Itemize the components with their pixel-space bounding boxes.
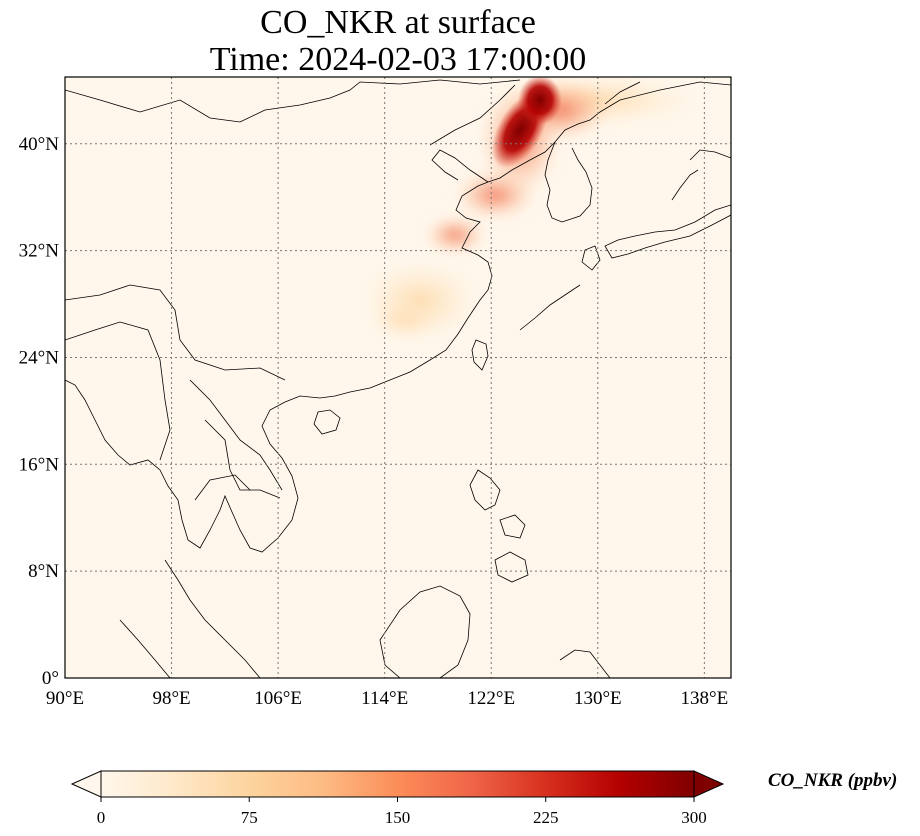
longitude-tick-labels: 90°E 98°E 106°E 114°E 122°E 130°E 138°E (46, 688, 728, 709)
interior-border-1 (65, 284, 286, 381)
longitude-tick-label: 138°E (681, 688, 729, 709)
latitude-tick-label: 32°N (19, 241, 60, 262)
colorbar-tick-label: 225 (533, 808, 559, 827)
northern-border-2 (429, 84, 516, 146)
concentration-field-background (65, 77, 731, 678)
map-frame (64, 76, 732, 679)
colorbar: 0 75 150 225 300 (70, 770, 725, 827)
longitude-tick-label: 122°E (467, 688, 515, 709)
interior-border-4 (204, 419, 281, 499)
colorbar-min-extend-arrow (70, 770, 102, 798)
coastlines-and-borders (65, 79, 731, 678)
mainland-se-asia-coast (65, 379, 299, 553)
new-guinea (559, 649, 611, 678)
china-mainland-coastline (284, 81, 731, 403)
colorbar-label: CO_NKR (ppbv) (768, 770, 898, 791)
borneo (379, 585, 471, 678)
northern-border (65, 79, 521, 123)
bohai-coast (431, 149, 489, 183)
japan-hokkaido (689, 149, 731, 161)
map-title: CO_NKR at surface (260, 4, 536, 41)
colorbar-tick-label: 150 (385, 808, 411, 827)
philippines-mindanao (494, 551, 529, 583)
latitude-tick-label: 40°N (19, 134, 60, 155)
colorbar-tick-label: 75 (241, 808, 258, 827)
philippines-luzon (469, 469, 501, 511)
latitude-tick-label: 24°N (19, 347, 60, 368)
latitude-tick-label: 8°N (28, 561, 59, 582)
korea-peninsula (544, 141, 593, 223)
interior-border-2 (65, 321, 171, 461)
longitude-tick-label: 114°E (361, 688, 408, 709)
sumatra-west (119, 619, 171, 678)
colorbar-ticks: 0 75 150 225 300 (97, 797, 707, 827)
philippines-visayas (499, 514, 526, 539)
co-concentration-plume (360, 77, 700, 340)
longitude-tick-label: 130°E (574, 688, 622, 709)
sakhalin-coast (604, 81, 641, 105)
colorbar-tick-label: 300 (681, 808, 707, 827)
interior-border-3 (189, 379, 283, 491)
japan-honshu (604, 204, 731, 259)
latitude-tick-labels: 0° 8°N 16°N 24°N 32°N 40°N (19, 134, 60, 689)
sumatra-malay (164, 559, 261, 678)
latitude-tick-label: 16°N (19, 454, 60, 475)
interior-border-5 (194, 474, 251, 501)
hainan (313, 409, 341, 435)
longitude-tick-label: 98°E (152, 688, 190, 709)
japan-kyushu (581, 245, 601, 271)
colorbar-tick-label: 0 (97, 808, 106, 827)
taiwan (471, 339, 489, 371)
japan-north (671, 169, 699, 201)
longitude-tick-label: 106°E (254, 688, 302, 709)
map-gridlines (65, 77, 731, 678)
latitude-tick-label: 0° (42, 668, 59, 689)
map-time-subtitle: Time: 2024-02-03 17:00:00 (209, 41, 587, 78)
colorbar-gradient (100, 770, 695, 798)
ryukyu (519, 284, 581, 331)
colorbar-max-extend-arrow (693, 770, 725, 798)
longitude-tick-label: 90°E (46, 688, 84, 709)
